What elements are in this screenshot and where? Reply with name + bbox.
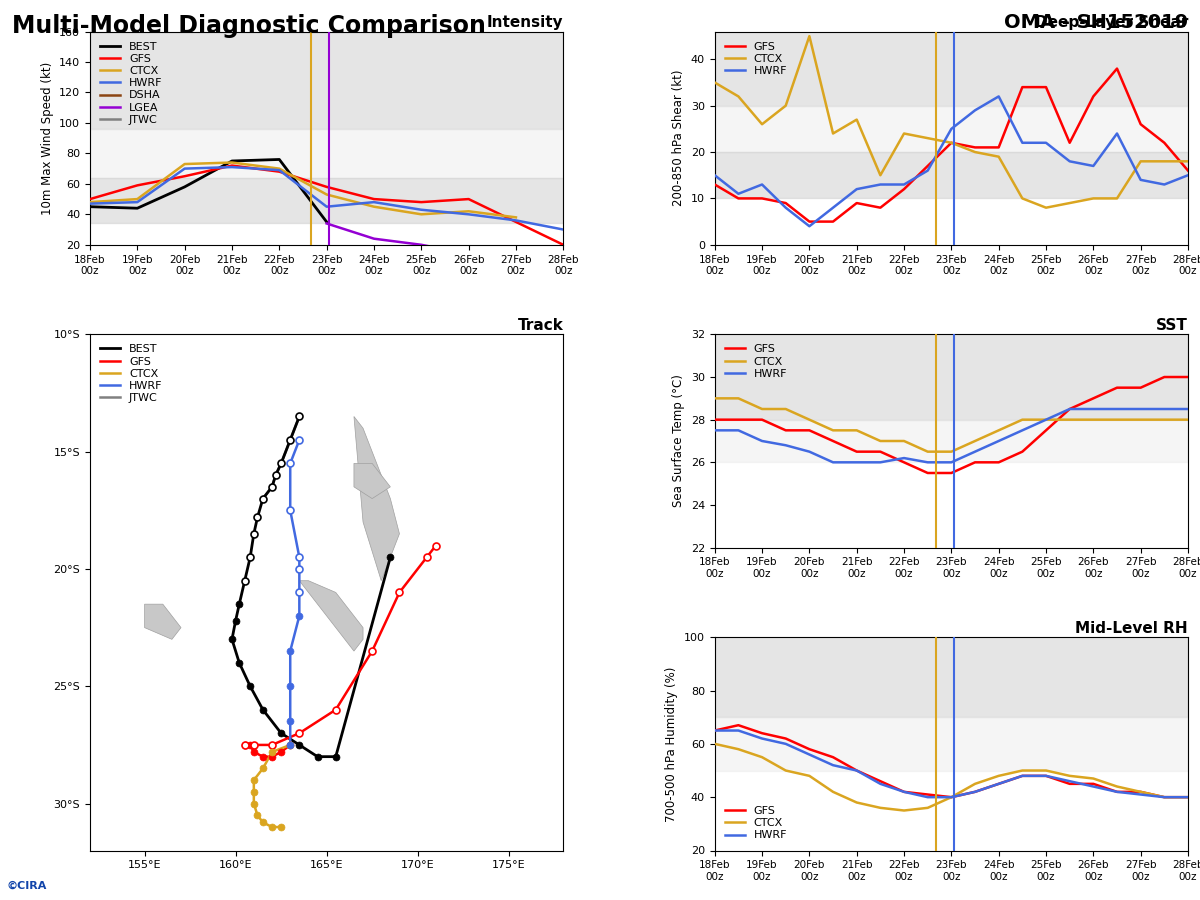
Y-axis label: 10m Max Wind Speed (kt): 10m Max Wind Speed (kt): [41, 61, 54, 215]
Text: ©CIRA: ©CIRA: [6, 881, 47, 891]
Legend: GFS, CTCX, HWRF: GFS, CTCX, HWRF: [720, 340, 792, 383]
Legend: GFS, CTCX, HWRF: GFS, CTCX, HWRF: [720, 37, 792, 80]
Bar: [715, 717, 1188, 770]
Y-axis label: Sea Surface Temp (°C): Sea Surface Temp (°C): [672, 374, 685, 508]
Text: Mid-Level RH: Mid-Level RH: [1075, 621, 1188, 636]
Bar: [90, 178, 563, 223]
Polygon shape: [354, 464, 390, 499]
Text: Deep-Layer Shear: Deep-Layer Shear: [1034, 15, 1188, 31]
Text: Multi-Model Diagnostic Comparison: Multi-Model Diagnostic Comparison: [12, 14, 486, 38]
Bar: [715, 152, 1188, 198]
Bar: [715, 13, 1188, 105]
Text: Intensity: Intensity: [487, 15, 563, 31]
Text: Track: Track: [517, 319, 563, 333]
Legend: BEST, GFS, CTCX, HWRF, DSHA, LGEA, JTWC: BEST, GFS, CTCX, HWRF, DSHA, LGEA, JTWC: [96, 37, 167, 130]
Bar: [715, 270, 1188, 419]
Legend: GFS, CTCX, HWRF: GFS, CTCX, HWRF: [720, 802, 792, 845]
Bar: [90, 32, 563, 129]
Bar: [715, 624, 1188, 717]
Polygon shape: [299, 580, 364, 651]
Bar: [715, 105, 1188, 152]
Legend: BEST, GFS, CTCX, HWRF, JTWC: BEST, GFS, CTCX, HWRF, JTWC: [96, 340, 167, 408]
Polygon shape: [354, 417, 400, 580]
Y-axis label: 700-500 hPa Humidity (%): 700-500 hPa Humidity (%): [666, 666, 678, 822]
Y-axis label: 200-850 hPa Shear (kt): 200-850 hPa Shear (kt): [672, 70, 685, 206]
Text: SST: SST: [1156, 319, 1188, 333]
Text: OMA - SH152019: OMA - SH152019: [1003, 14, 1188, 32]
Polygon shape: [145, 604, 181, 639]
Bar: [715, 419, 1188, 463]
Bar: [90, 129, 563, 178]
